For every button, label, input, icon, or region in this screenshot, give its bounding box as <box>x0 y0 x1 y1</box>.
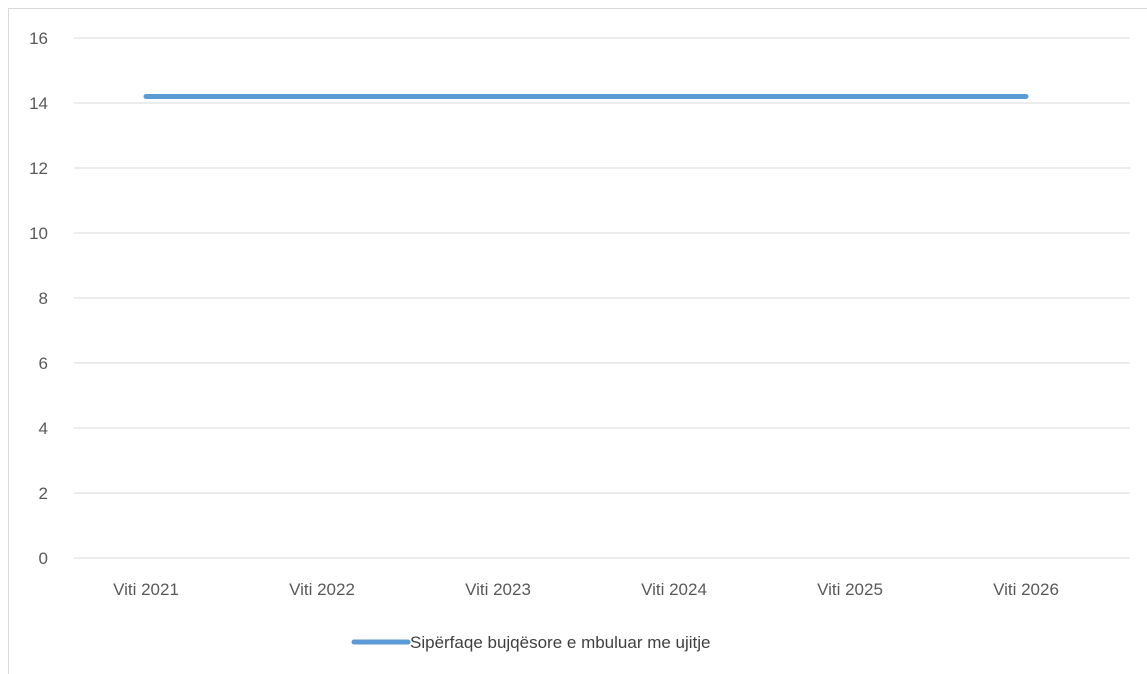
chart-frame <box>8 8 1147 674</box>
x-tick-label: Viti 2021 <box>113 580 179 599</box>
y-tick-label: 12 <box>29 159 48 178</box>
y-tick-label: 2 <box>39 484 48 503</box>
y-tick-label: 10 <box>29 224 48 243</box>
x-tick-label: Viti 2025 <box>817 580 883 599</box>
x-tick-label: Viti 2023 <box>465 580 531 599</box>
x-tick-label: Viti 2022 <box>289 580 355 599</box>
y-tick-label: 8 <box>39 289 48 308</box>
y-tick-label: 14 <box>29 94 48 113</box>
x-tick-label: Viti 2024 <box>641 580 707 599</box>
gridlines <box>74 37 1130 559</box>
y-tick-label: 16 <box>29 29 48 48</box>
x-axis-tick-labels: Viti 2021 Viti 2022 Viti 2023 Viti 2024 Viti… <box>113 580 1059 599</box>
legend-label: Sipërfaqe bujqësore e mbuluar me ujitje <box>410 633 711 652</box>
y-axis-tick-labels: 0 2 4 6 8 10 12 14 16 <box>29 29 48 568</box>
y-tick-label: 6 <box>39 354 48 373</box>
y-tick-label: 0 <box>39 549 48 568</box>
legend: Sipërfaqe bujqësore e mbuluar me ujitje <box>351 633 711 652</box>
x-tick-label: Viti 2026 <box>993 580 1059 599</box>
y-tick-label: 4 <box>39 419 48 438</box>
